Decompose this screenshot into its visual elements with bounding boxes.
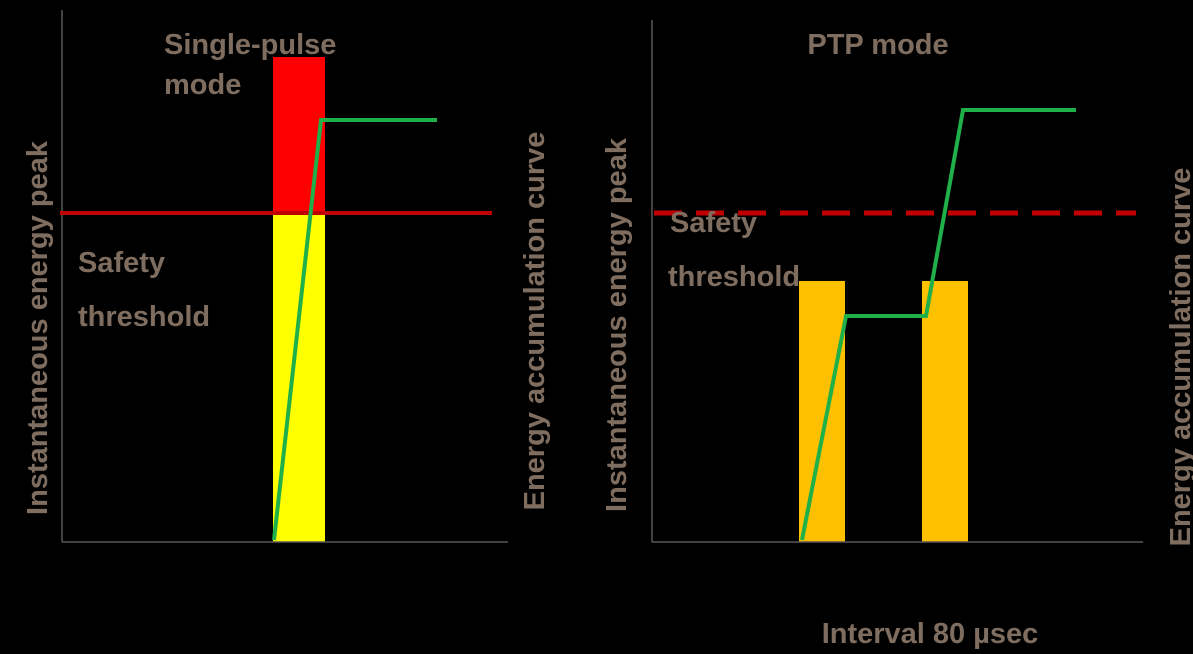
panel-title-line1: Single-pulse [164,29,336,61]
right-axis-label: Energy accumulation curve [519,132,551,511]
pulse-bar-2 [922,281,968,542]
ptp-panel: PTP mode Safety threshold Instantaneous … [601,20,1193,650]
pulse-bar-1 [799,281,845,542]
energy-accumulation-curve [272,118,437,541]
panel-title: PTP mode [807,29,948,61]
panel-title-line2: mode [164,69,241,101]
threshold-label-line2: threshold [78,301,210,333]
single-pulse-panel: Single-pulse mode Safety threshold Insta… [22,10,551,543]
interval-caption: Interval 80 µsec [822,618,1039,649]
right-axis-label: Energy accumulation curve [1165,168,1193,547]
left-axis-label: Instantaneous energy peak [601,137,633,512]
threshold-label-line1: Safety [78,247,165,279]
threshold-label-line1: Safety [670,207,757,239]
left-axis-label: Instantaneous energy peak [22,140,54,515]
peak-over-threshold-bar [273,57,325,213]
threshold-label-line2: threshold [668,261,800,293]
energy-accumulation-curve [800,108,1076,541]
